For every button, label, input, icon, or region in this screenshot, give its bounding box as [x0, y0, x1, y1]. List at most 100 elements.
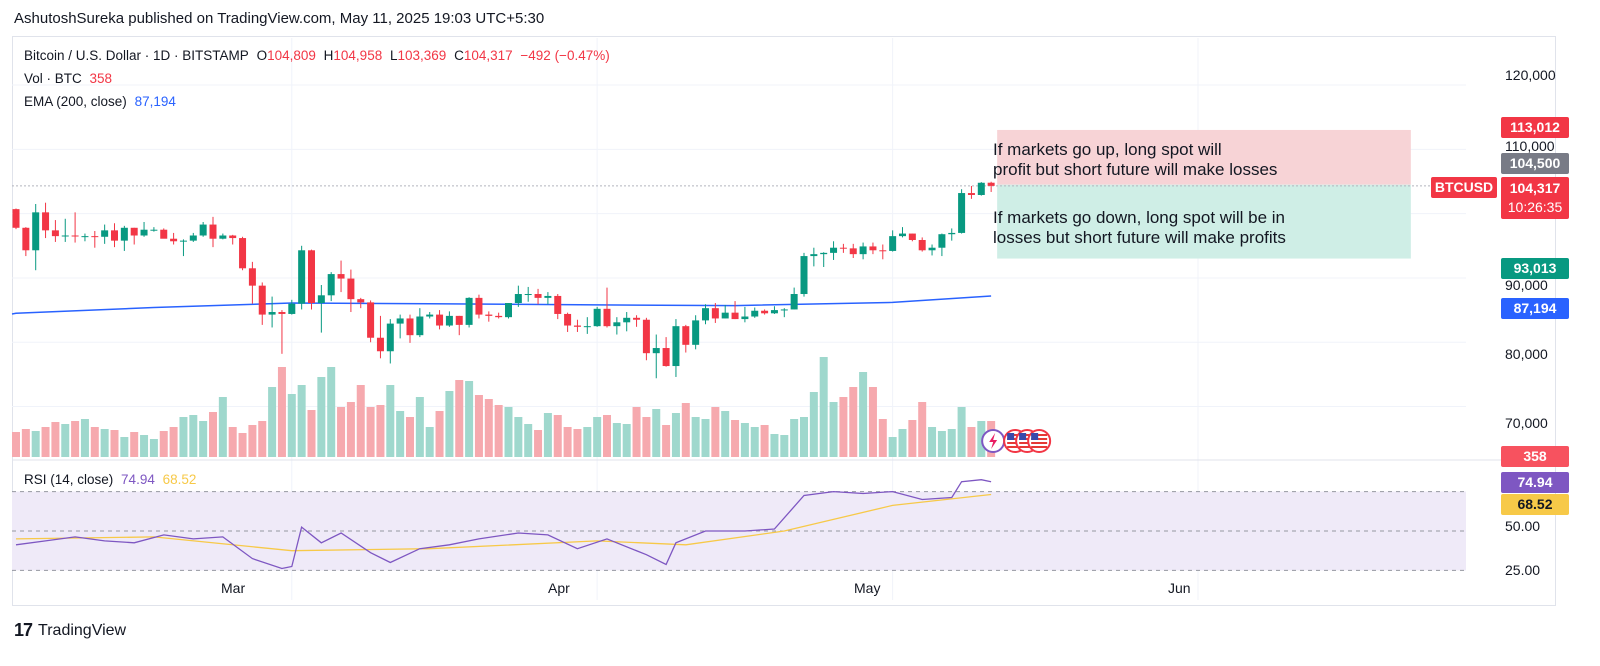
lightning-bolt-icon: [989, 433, 998, 449]
volume-bar: [110, 430, 119, 457]
flag-stripe: [1019, 442, 1036, 444]
volume-bar: [366, 407, 375, 457]
candle-body: [376, 337, 384, 352]
volume-bar: [868, 387, 877, 457]
volume-bar: [169, 427, 178, 457]
flag-stripe: [1019, 446, 1036, 448]
last-price-badge: 104,317 10:26:35: [1501, 177, 1569, 219]
rsi-badge: 74.94: [1501, 472, 1569, 493]
low-label: L: [389, 48, 398, 63]
volume-bar: [31, 431, 40, 457]
volume-label: Vol · BTC: [24, 71, 82, 86]
candle-body: [32, 212, 40, 251]
candle-body: [396, 318, 404, 324]
time-label-apr: Apr: [548, 580, 570, 596]
candle-body: [987, 182, 995, 186]
volume-bar: [71, 421, 80, 457]
high-value: 104,958: [333, 48, 383, 63]
volume-bar: [681, 403, 690, 457]
candle-body: [731, 312, 739, 320]
last-price-value: 104,317: [1509, 180, 1561, 196]
candle-body: [357, 299, 365, 303]
symbol-legend[interactable]: Bitcoin / U.S. Dollar · 1D · BITSTAMP O1…: [24, 48, 614, 63]
annotation-up-line-2: profit but short future will make losses: [993, 160, 1278, 179]
rsi-line: [15, 479, 992, 570]
annotation-down-line-1: If markets go down, long spot will be in: [993, 208, 1285, 227]
annotation-down[interactable]: If markets go down, long spot will be in…: [979, 196, 1329, 266]
brand-name: TradingView: [38, 621, 127, 639]
volume-bar: [445, 391, 454, 457]
volume-bar: [337, 407, 346, 457]
candle-body: [554, 295, 562, 314]
candle-body: [465, 297, 473, 325]
chart-frame[interactable]: [12, 36, 1556, 606]
volume-bar: [800, 417, 808, 457]
candle-body: [475, 297, 483, 315]
volume-bar: [209, 412, 217, 457]
volume-bar: [563, 427, 572, 457]
candle-body: [514, 294, 522, 304]
candle-body: [101, 230, 109, 237]
volume-bar: [711, 407, 720, 457]
candle-body: [839, 247, 847, 249]
volume-bar: [849, 387, 858, 457]
volume-legend[interactable]: Vol · BTC 358: [24, 71, 116, 86]
bar-countdown: 10:26:35: [1507, 199, 1563, 215]
volume-bar: [603, 415, 611, 457]
candle-body: [564, 313, 572, 326]
rsi-legend[interactable]: RSI (14, close) 74.94 68.52: [24, 472, 200, 487]
candle-body: [751, 310, 759, 317]
candle-body: [189, 235, 197, 241]
volume-bar: [543, 413, 552, 457]
volume-bar: [21, 429, 30, 457]
candle-body: [22, 227, 30, 251]
volume-bar: [859, 372, 868, 457]
volume-bar: [770, 434, 779, 457]
volume-bar: [632, 407, 641, 457]
volume-bar: [297, 385, 306, 457]
volume-bar: [159, 431, 168, 457]
ema-legend[interactable]: EMA (200, close) 87,194: [24, 94, 180, 109]
volume-bar: [760, 425, 769, 457]
candle-body: [741, 316, 749, 320]
volume-bar: [937, 431, 946, 457]
candle-body: [938, 234, 946, 248]
candle-body: [830, 247, 838, 253]
annotation-up-line-1: If markets go up, long spot will: [993, 140, 1222, 159]
candle-body: [770, 310, 778, 314]
candle-body: [977, 182, 985, 195]
annotation-up[interactable]: If markets go up, long spot will profit …: [979, 128, 1329, 188]
candle-body: [662, 348, 670, 367]
volume-bar: [977, 421, 986, 457]
volume-bar: [671, 413, 680, 457]
volume-bar: [228, 427, 237, 457]
candle-body: [967, 193, 975, 195]
candle-body: [219, 235, 227, 239]
candle-body: [347, 278, 355, 300]
symbol-tag-badge: BTCUSD: [1431, 177, 1497, 198]
candle-body: [928, 247, 936, 251]
volume-bar: [238, 433, 247, 457]
candle-body: [337, 274, 345, 279]
volume-bar: [376, 405, 385, 457]
volume-bar: [662, 425, 671, 457]
candle-body: [702, 308, 709, 321]
candle-body: [633, 317, 641, 320]
candle-body: [327, 274, 335, 296]
candle-body: [711, 308, 719, 319]
volume-bar: [248, 425, 257, 457]
price-tick-110000: 110,000: [1505, 138, 1555, 154]
volume-bar: [149, 439, 158, 457]
tradingview-brand[interactable]: 17 TradingView: [14, 620, 126, 641]
flag-canton: [1031, 433, 1039, 440]
ema-value: 87,194: [134, 94, 176, 109]
volume-bar: [642, 417, 651, 457]
candle-body: [573, 325, 581, 327]
candle-body: [761, 310, 769, 314]
candle-body: [81, 236, 89, 238]
rsi-sma-value: 68.52: [162, 472, 197, 487]
volume-bar: [750, 427, 759, 457]
flag-stripe: [1031, 434, 1048, 436]
volume-bar: [130, 432, 139, 457]
